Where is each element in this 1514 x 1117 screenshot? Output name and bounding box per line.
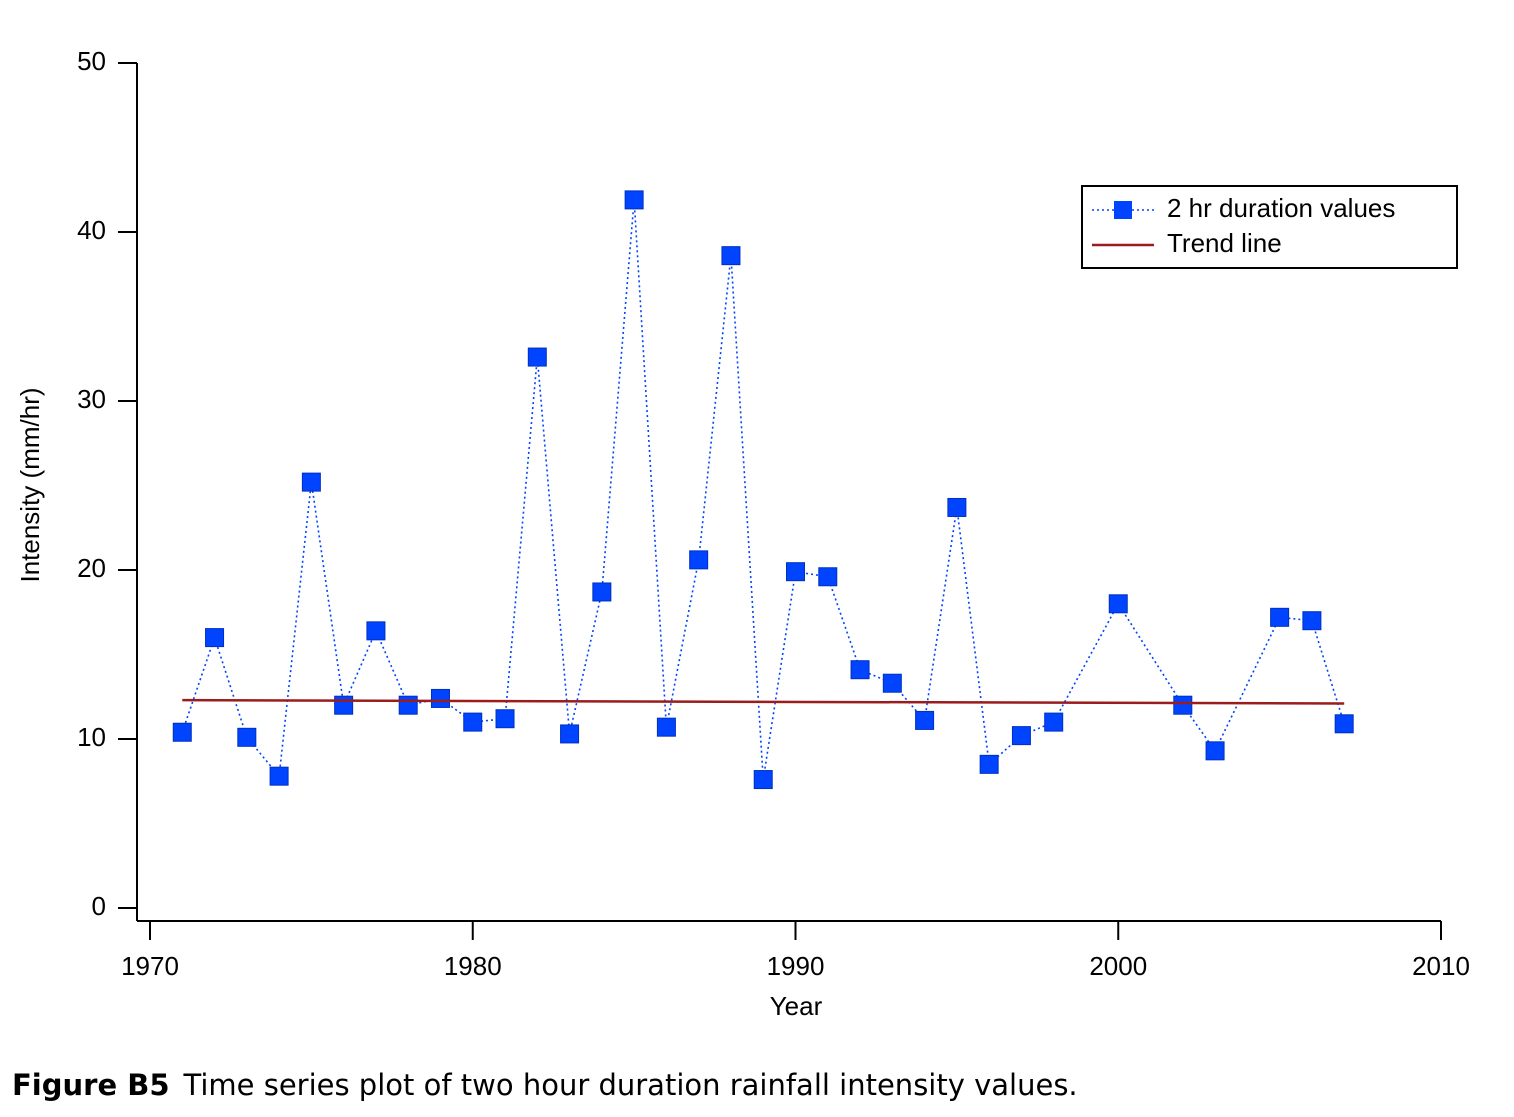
data-point bbox=[301, 472, 321, 492]
legend-label: 2 hr duration values bbox=[1167, 193, 1395, 223]
data-point bbox=[527, 347, 547, 367]
data-point bbox=[753, 770, 773, 790]
data-point bbox=[1044, 712, 1064, 732]
data-point bbox=[882, 673, 902, 693]
caption-text: Time series plot of two hour duration ra… bbox=[183, 1068, 1078, 1102]
x-axis-label: Year bbox=[770, 991, 823, 1021]
data-point bbox=[269, 766, 289, 786]
data-point bbox=[205, 628, 225, 648]
data-point bbox=[721, 246, 741, 266]
data-point bbox=[1270, 607, 1290, 627]
data-point bbox=[656, 717, 676, 737]
data-point bbox=[1205, 741, 1225, 761]
caption: Figure B5 Time series plot of two hour du… bbox=[12, 1068, 1078, 1102]
y-tick-label: 20 bbox=[77, 553, 106, 583]
x-tick-label: 1980 bbox=[444, 951, 502, 981]
data-point bbox=[430, 688, 450, 708]
y-tick-label: 0 bbox=[92, 891, 106, 921]
data-point bbox=[979, 754, 999, 774]
data-point bbox=[1108, 594, 1128, 614]
data-point bbox=[592, 582, 612, 602]
x-tick-label: 2010 bbox=[1412, 951, 1470, 981]
y-tick-label: 40 bbox=[77, 215, 106, 245]
data-point bbox=[172, 722, 192, 742]
data-point bbox=[560, 724, 580, 744]
data-point bbox=[463, 712, 483, 732]
chart: Year Intensity (mm/hr) 0 10 20 30 40 50 1970 19… bbox=[15, 46, 1470, 1021]
x-tick-label: 1990 bbox=[767, 951, 825, 981]
x-tick-label: 1970 bbox=[121, 951, 179, 981]
legend-box bbox=[1081, 185, 1458, 269]
data-point bbox=[495, 709, 515, 729]
data-point bbox=[915, 710, 935, 730]
series-line bbox=[182, 698, 1345, 705]
y-tick-label: 50 bbox=[77, 46, 106, 76]
data-point bbox=[1334, 714, 1354, 734]
data-point bbox=[850, 660, 870, 680]
y-axis-label: Intensity (mm/hr) bbox=[15, 387, 45, 582]
data-point bbox=[689, 550, 709, 570]
data-point bbox=[786, 562, 805, 582]
data-point bbox=[366, 621, 386, 641]
data-point bbox=[818, 567, 838, 587]
legend-marker bbox=[1114, 201, 1132, 219]
figure-label: Figure B5 bbox=[12, 1068, 170, 1102]
y-tick-label: 30 bbox=[77, 384, 106, 414]
x-tick-label: 2000 bbox=[1089, 951, 1147, 981]
data-point bbox=[334, 695, 354, 715]
data-point bbox=[398, 695, 418, 715]
y-tick-label: 10 bbox=[77, 722, 106, 752]
data-point bbox=[1302, 611, 1322, 631]
series-line bbox=[181, 199, 1345, 780]
data-point bbox=[237, 727, 257, 747]
data-point bbox=[624, 190, 644, 210]
data-point bbox=[947, 497, 967, 517]
data-point bbox=[1011, 726, 1031, 746]
legend-label: Trend line bbox=[1167, 228, 1282, 258]
data-point bbox=[1173, 695, 1193, 715]
